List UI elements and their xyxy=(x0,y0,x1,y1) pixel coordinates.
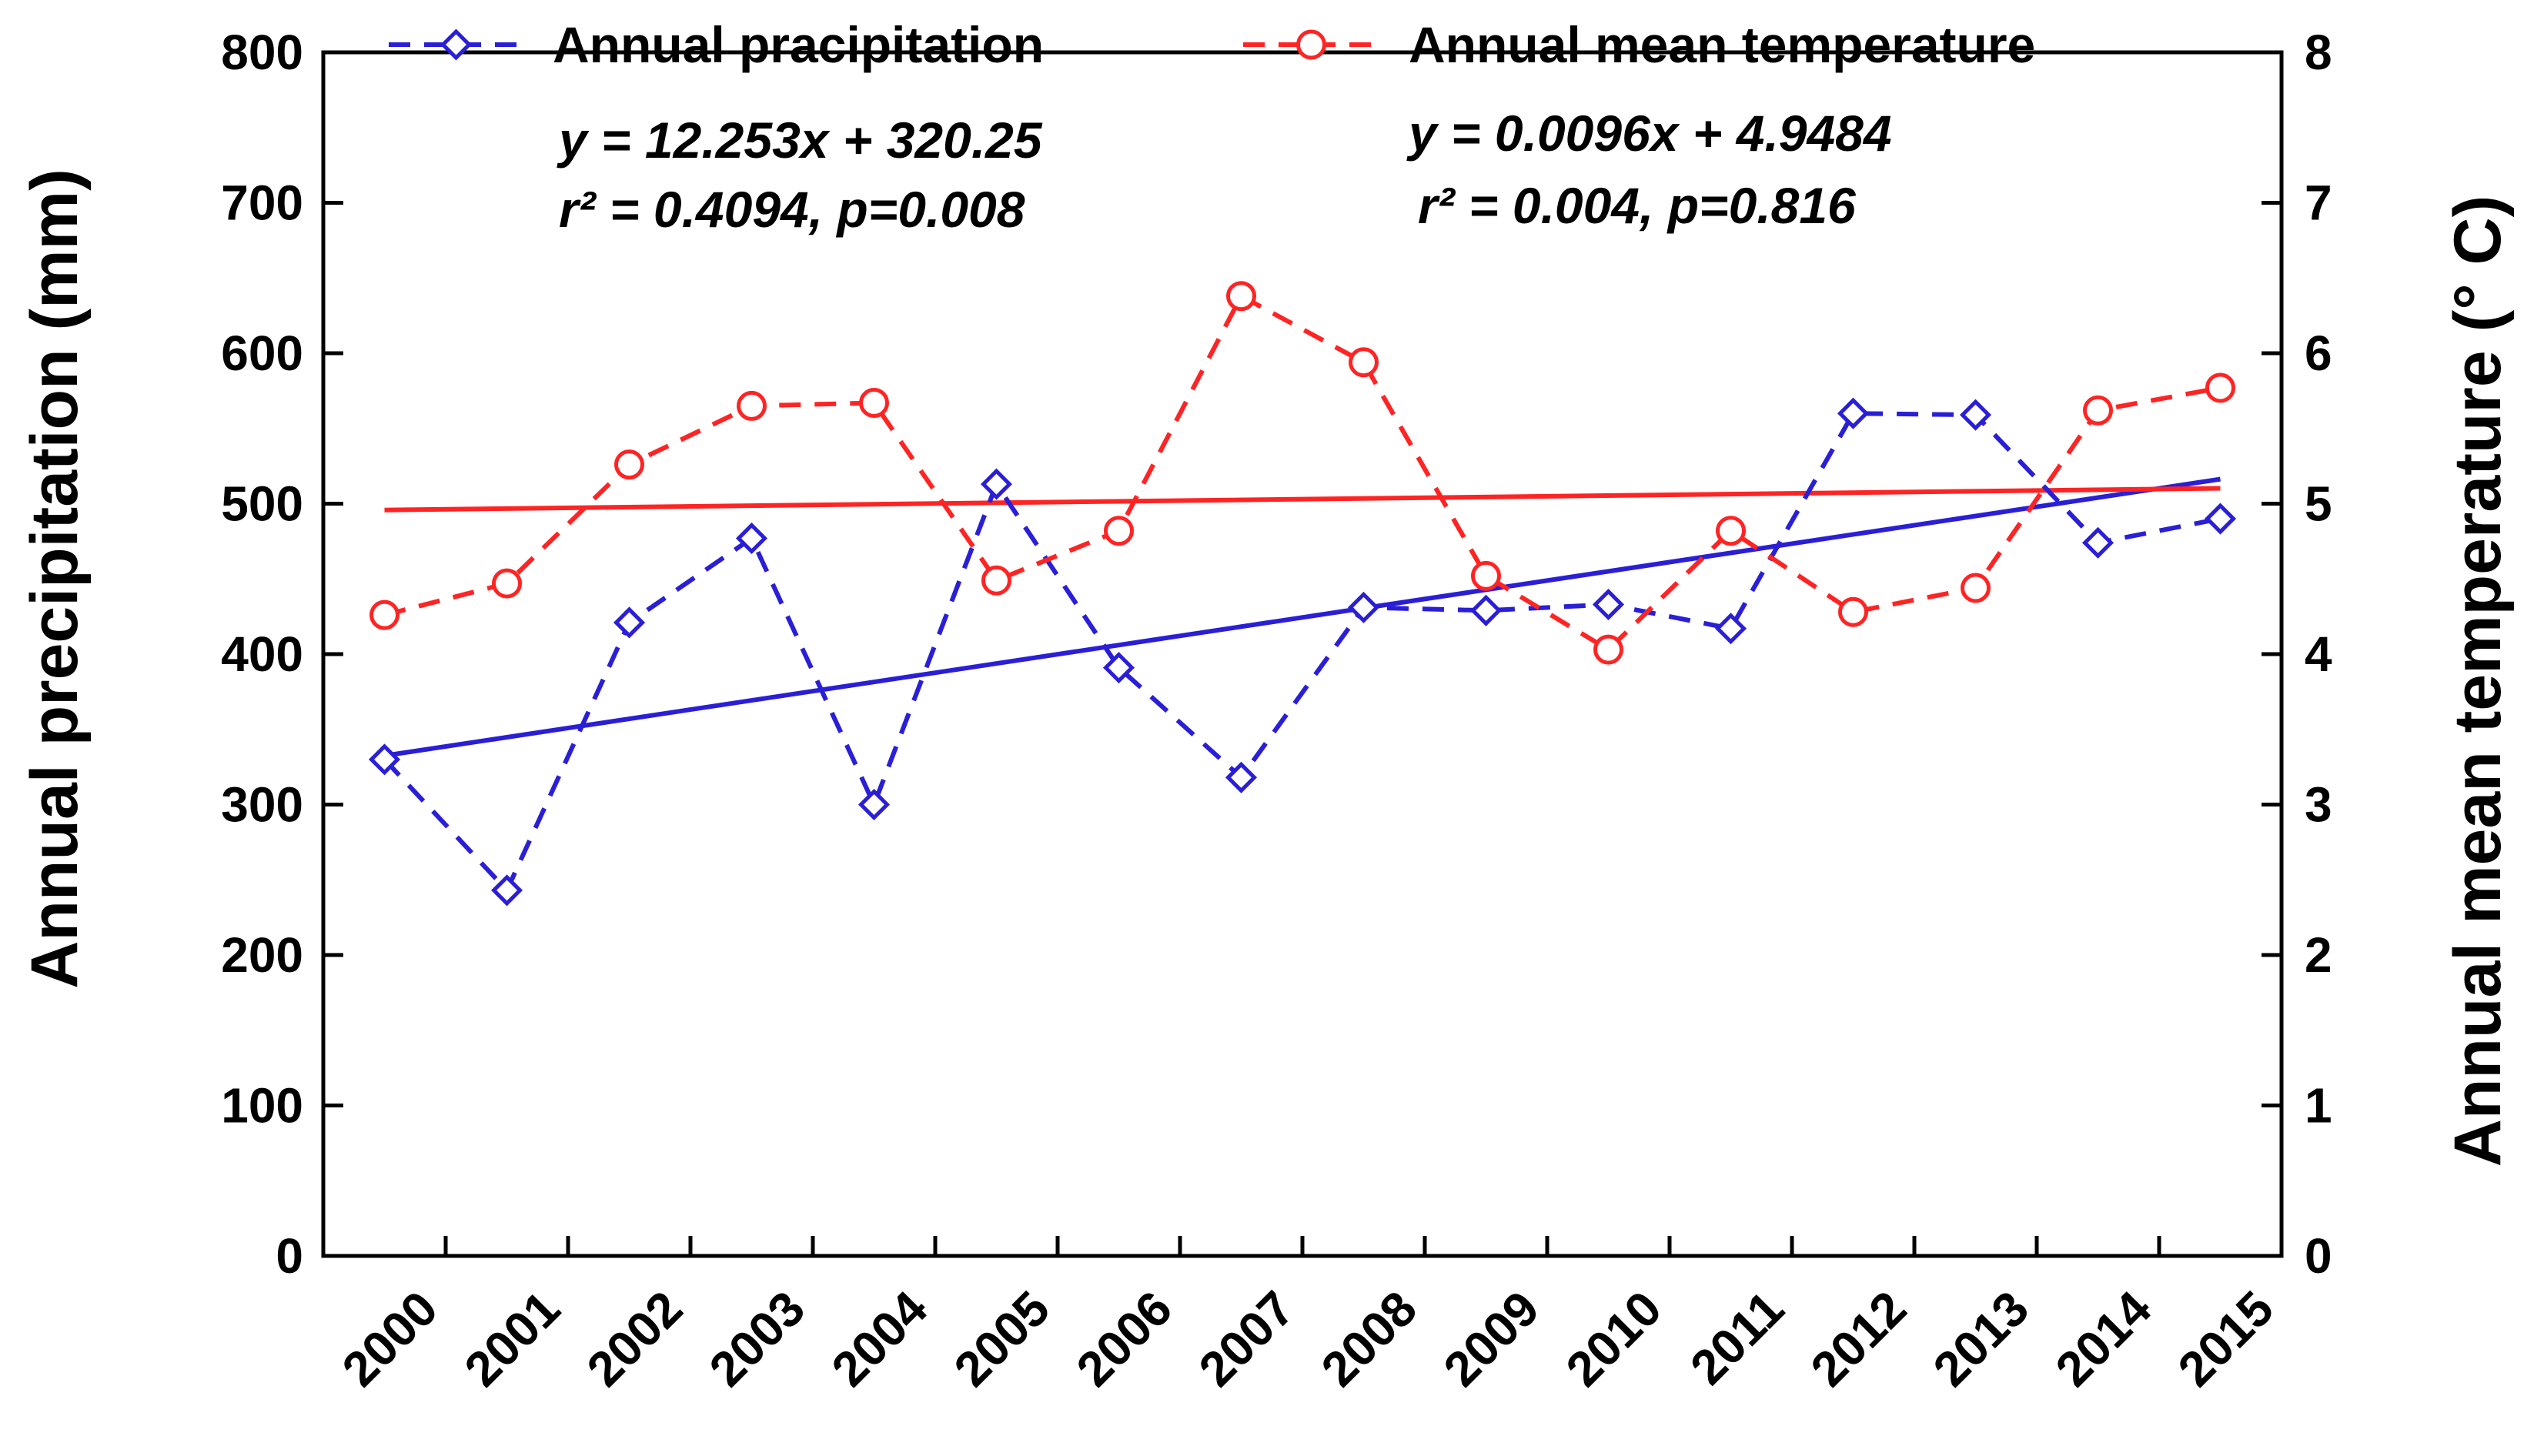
data-point-temperature xyxy=(2205,372,2235,403)
regression-stats-precipitation: r² = 0.4094, p=0.008 xyxy=(559,181,1025,238)
right-y-tick-label: 3 xyxy=(2305,777,2332,833)
data-point-temperature xyxy=(1961,573,1991,603)
x-tick-label: 2006 xyxy=(1066,1281,1183,1398)
data-point-temperature xyxy=(369,599,399,630)
data-point-precipitation xyxy=(490,874,523,907)
series-line-temperature xyxy=(383,292,2221,653)
data-point-precipitation xyxy=(1225,761,1258,793)
data-point-precipitation xyxy=(1959,399,1992,431)
x-tick-label: 2011 xyxy=(1680,1281,1794,1395)
data-point-precipitation xyxy=(368,743,401,776)
left-y-tick-label: 200 xyxy=(221,927,303,983)
x-tick-label: 2015 xyxy=(2168,1281,2285,1398)
right-y-tick-label: 5 xyxy=(2305,476,2332,532)
legend-marker-precipitation xyxy=(440,28,473,61)
x-tick-label: 2012 xyxy=(1800,1281,1917,1398)
x-tick-label: 2001 xyxy=(454,1281,571,1398)
x-tick-label: 2009 xyxy=(1433,1281,1550,1398)
data-point-precipitation xyxy=(1837,397,1870,429)
x-tick-label: 2013 xyxy=(1923,1281,2040,1398)
left-y-tick-label: 0 xyxy=(276,1228,303,1284)
x-tick-label: 2010 xyxy=(1556,1281,1673,1398)
right-y-tick-label: 1 xyxy=(2305,1078,2332,1134)
data-point-temperature xyxy=(2083,395,2113,426)
right-y-tick-label: 6 xyxy=(2305,326,2332,381)
trendlines xyxy=(384,476,2221,758)
left-y-tick-label: 400 xyxy=(221,626,303,682)
x-tick-label: 2000 xyxy=(332,1281,449,1398)
left-y-tick-label: 500 xyxy=(221,476,303,532)
data-point-precipitation xyxy=(1469,594,1503,626)
data-point-temperature xyxy=(1104,516,1134,546)
data-point-precipitation xyxy=(613,606,646,639)
data-point-temperature xyxy=(737,390,767,421)
left-y-tick-label: 300 xyxy=(221,777,303,833)
regression-stats-temperature: r² = 0.004, p=0.816 xyxy=(1418,177,1857,234)
x-tick-label: 2008 xyxy=(1311,1281,1428,1398)
data-point-precipitation xyxy=(1592,588,1625,621)
x-tick-label: 2007 xyxy=(1188,1281,1305,1398)
left-y-tick-label: 100 xyxy=(221,1078,303,1134)
data-point-precipitation xyxy=(735,522,768,555)
left-y-tick-label: 800 xyxy=(221,25,303,80)
left-y-axis: 0 100 200 300 400 500 600 700 800 xyxy=(221,25,343,1284)
x-axis: 2000 2001 2002 2003 2004 2005 2006 2007 2008 2009… xyxy=(332,1236,2285,1398)
data-point-temperature xyxy=(1593,634,1623,665)
right-y-tick-label: 8 xyxy=(2305,25,2332,80)
legend-label-temperature: Annual mean temperature xyxy=(1409,16,2035,73)
x-tick-label: 2003 xyxy=(699,1281,816,1398)
data-point-temperature xyxy=(614,449,644,480)
y-axis-title-right: Annual mean temperature (° C) xyxy=(2441,195,2515,1167)
regression-equation-precipitation: y = 12.253x + 320.25 xyxy=(557,112,1043,169)
data-point-temperature xyxy=(1226,281,1256,312)
right-y-tick-label: 0 xyxy=(2305,1228,2332,1284)
data-point-temperature xyxy=(981,565,1011,596)
data-point-precipitation xyxy=(1714,613,1747,645)
data-point-precipitation xyxy=(1347,591,1380,623)
data-series xyxy=(368,281,2237,907)
data-point-precipitation xyxy=(2081,526,2114,559)
trendline-precipitation xyxy=(384,476,2221,758)
right-y-axis: 0 1 2 3 4 5 6 7 8 xyxy=(2262,25,2332,1284)
x-tick-label: 2014 xyxy=(2045,1281,2162,1398)
right-y-tick-label: 2 xyxy=(2305,927,2332,983)
regression-equation-temperature: y = 0.0096x + 4.9484 xyxy=(1406,105,1892,162)
x-tick-label: 2005 xyxy=(944,1281,1061,1398)
data-point-temperature xyxy=(1716,516,1746,546)
data-point-precipitation xyxy=(1102,652,1135,684)
data-point-temperature xyxy=(1471,560,1501,591)
right-y-tick-label: 4 xyxy=(2305,626,2332,682)
data-point-precipitation xyxy=(857,788,891,821)
data-point-temperature xyxy=(859,388,889,419)
series-line-precipitation xyxy=(383,411,2221,895)
x-tick-label: 2002 xyxy=(577,1281,694,1398)
data-point-temperature xyxy=(1838,596,1868,627)
legend-marker-temperature xyxy=(1296,29,1326,60)
regression-equations: y = 12.253x + 320.25 r² = 0.4094, p=0.008… xyxy=(557,105,1892,238)
data-point-temperature xyxy=(1349,347,1379,378)
trendline-temperature xyxy=(384,486,2221,513)
legend-label-precipitation: Annual pracipitation xyxy=(553,16,1044,73)
data-point-precipitation xyxy=(2204,503,2237,535)
y-axis-title-left: Annual precipitation (mm) xyxy=(18,169,92,988)
right-y-tick-label: 7 xyxy=(2305,175,2332,231)
data-point-temperature xyxy=(492,568,522,599)
data-point-precipitation xyxy=(980,468,1013,500)
x-tick-label: 2004 xyxy=(821,1281,938,1398)
legend: Annual pracipitation Annual mean temperat… xyxy=(389,16,2035,73)
left-y-tick-label: 600 xyxy=(221,326,303,381)
left-y-tick-label: 700 xyxy=(221,175,303,231)
